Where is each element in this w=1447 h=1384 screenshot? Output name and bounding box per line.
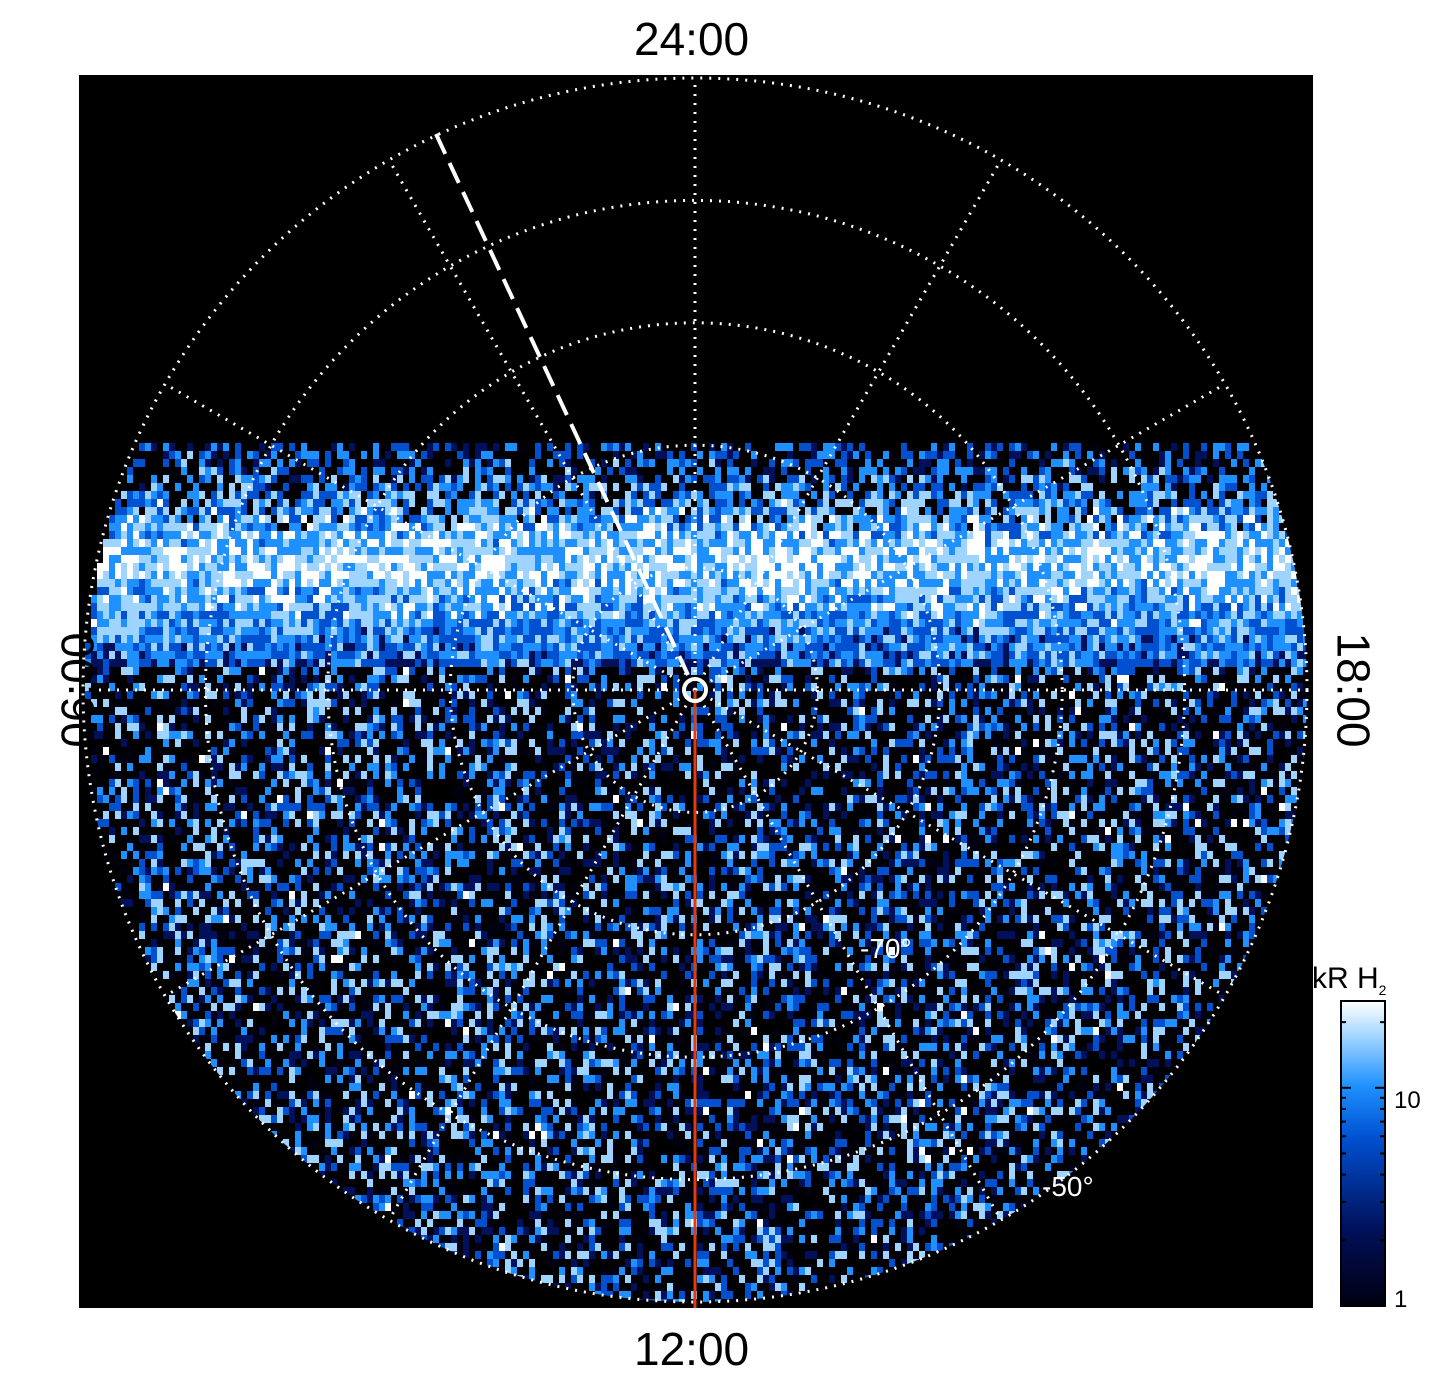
meridian-line <box>164 688 696 998</box>
latitude-circle <box>571 566 819 814</box>
latitude-circle <box>81 76 1309 1304</box>
colorbar-tick-label-1: 1 <box>1394 1286 1408 1313</box>
meridian-line <box>387 159 697 691</box>
colorbar-tick-label-10: 10 <box>1394 1087 1421 1114</box>
emission-map <box>85 443 1307 1302</box>
local-time-label-left: 06:00 <box>51 632 104 748</box>
latitude-label-50: -50° <box>1042 1171 1094 1202</box>
meridian-line <box>164 382 696 692</box>
pole-marker <box>682 677 708 703</box>
colorbar-ticks <box>1341 1021 1385 1307</box>
colorbar-title: kR H2 <box>1312 962 1387 998</box>
dashed-meridian <box>434 133 690 676</box>
local-time-label-right: 18:00 <box>1327 632 1380 748</box>
meridian-line <box>694 688 1226 998</box>
meridian-line <box>694 382 1226 692</box>
latitude-circle <box>203 198 1187 1182</box>
colorbar <box>1340 1000 1386 1307</box>
latitude-label-70: -70° <box>860 933 912 964</box>
meridian-line <box>693 159 1003 691</box>
meridian-line <box>387 689 697 1221</box>
local-time-label-top: 24:00 <box>634 13 750 65</box>
local-time-label-bottom: 12:00 <box>634 1323 750 1375</box>
meridian-line <box>693 689 1003 1221</box>
